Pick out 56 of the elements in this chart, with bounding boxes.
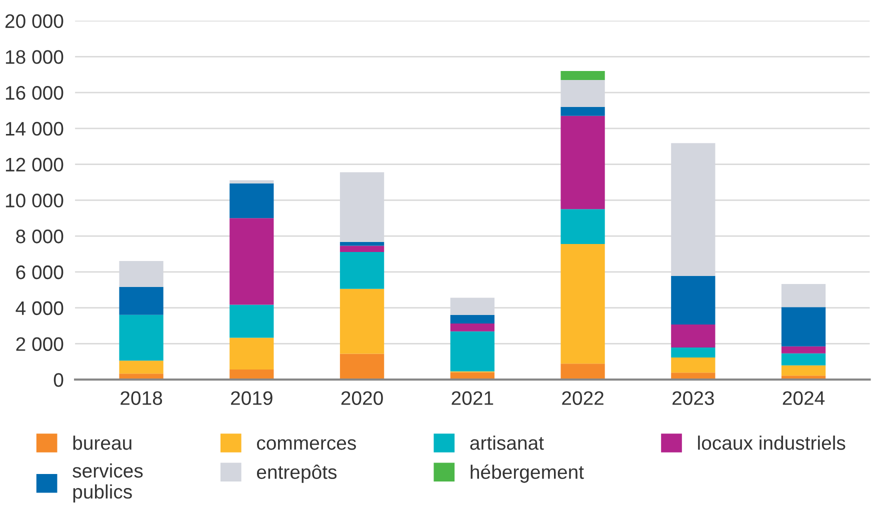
bar [560,106,605,116]
legend-label: locaux industriels [698,436,846,450]
bar [340,288,384,354]
y-tick-label: 4 000 [16,301,64,316]
bar [450,323,494,332]
bar [671,324,716,348]
bar [560,209,605,244]
legend-label: commerces [257,439,356,450]
bar [230,304,274,338]
bar [340,246,384,252]
bar [230,180,274,184]
bar [560,244,605,364]
bar [781,353,826,366]
bar [781,307,826,346]
bar [671,358,716,373]
x-tick-label: 2019 [231,391,272,405]
bar [450,331,494,372]
x-tick-label: 2021 [452,391,494,405]
y-tick-label: 14 000 [6,122,64,136]
y-tick-label: 16 000 [6,86,64,100]
bar [230,183,274,218]
y-tick-label: 12 000 [6,158,64,172]
y-tick-label: 20 000 [5,14,64,28]
bar [560,364,605,380]
bar [450,314,494,324]
bar [230,338,274,370]
bar [781,346,826,354]
x-tick-label: 2020 [341,391,383,405]
y-tick-label: 6 000 [16,265,64,280]
bar [119,314,164,361]
bar [671,276,716,325]
x-tick-label: 2018 [120,391,162,405]
y-tick-label: 8 000 [16,230,64,244]
y-tick-label: 18 000 [6,50,64,64]
bar [671,347,716,358]
legend-label: services publics [72,463,143,502]
legend-label: bureau [73,436,132,450]
y-tick-label: 10 000 [6,194,64,208]
x-tick-label: 2023 [672,391,714,405]
bar [340,242,384,246]
y-tick-label: 2 000 [16,337,64,351]
legend-label: artisanat [470,436,544,450]
bar [560,116,605,210]
bar [781,284,826,308]
bar [340,354,384,380]
bar [560,71,605,80]
bar [781,365,826,376]
x-tick-label: 2024 [782,391,825,405]
legend-label: entrepôts [257,464,337,483]
bar [119,286,164,315]
bar [340,252,384,289]
y-tick-label: 0 [54,373,64,387]
x-tick-label: 2022 [562,391,604,405]
legend-label: hébergement [470,464,584,483]
bar [230,218,274,305]
bar [119,360,164,374]
